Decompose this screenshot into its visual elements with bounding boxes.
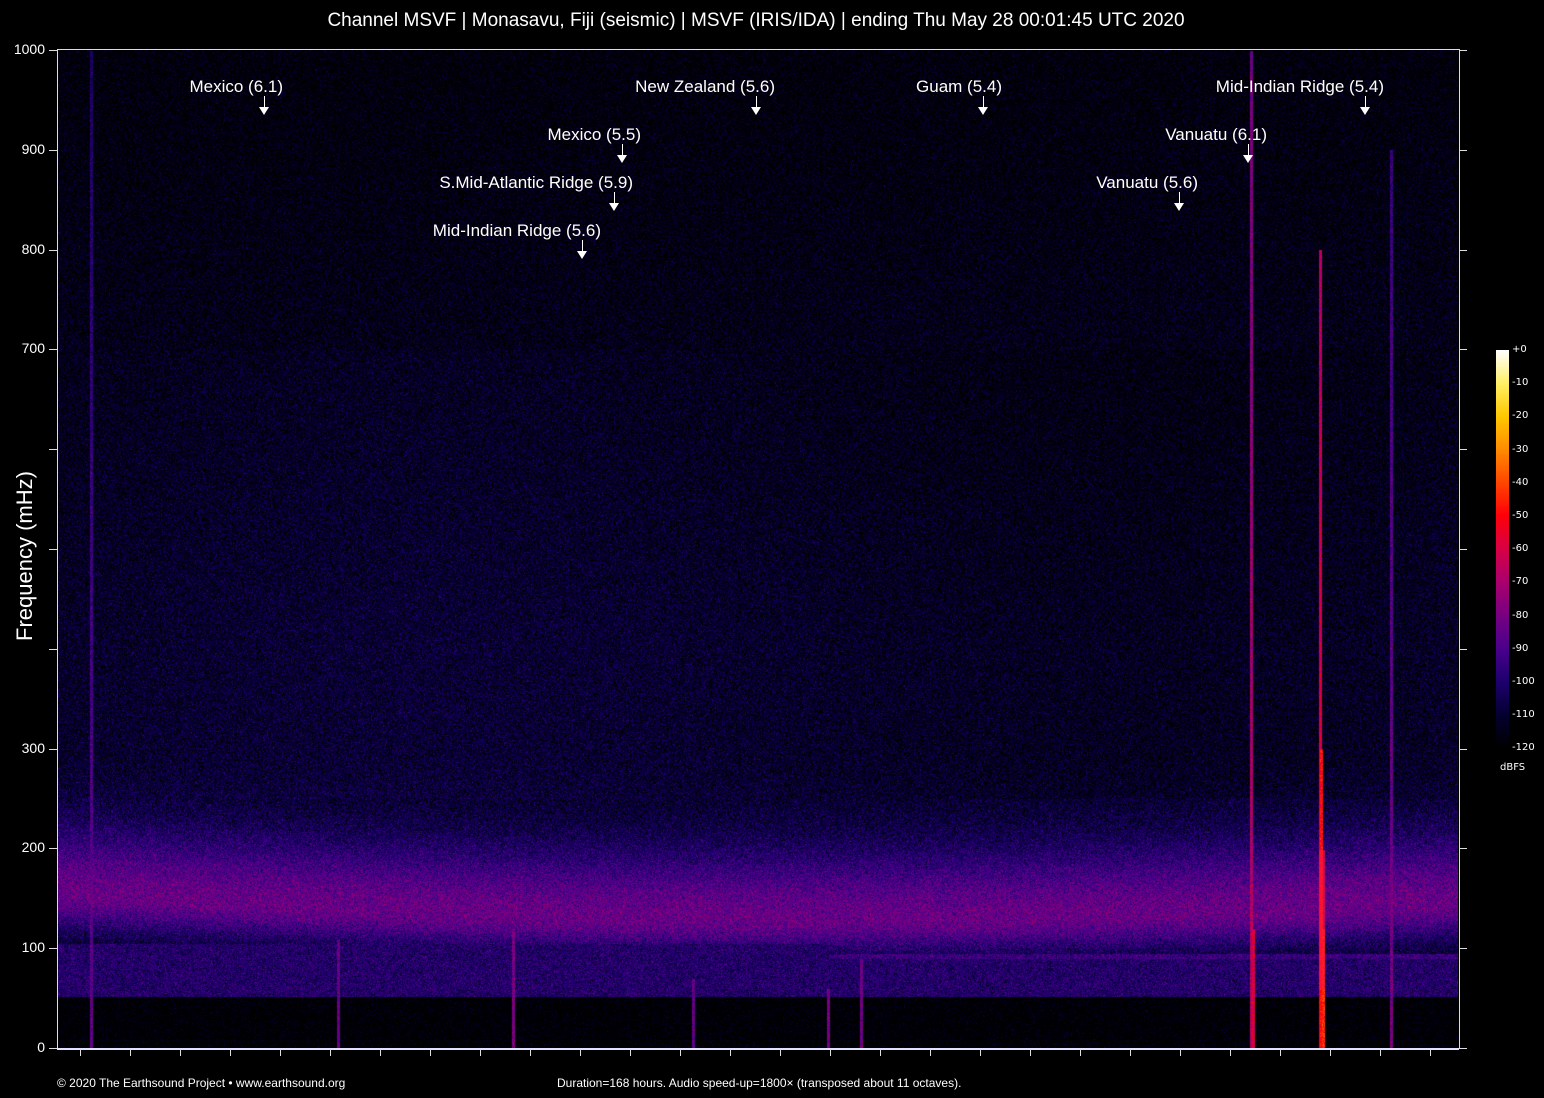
y-tick (49, 150, 57, 151)
x-tick (1030, 1050, 1031, 1056)
x-tick (980, 1050, 981, 1056)
colorbar-tick-label: -60 (1512, 543, 1528, 554)
y-tick (49, 948, 57, 949)
colorbar-tick-label: -120 (1512, 742, 1535, 753)
event-label: New Zealand (5.6) (635, 77, 775, 97)
y-tick (1459, 848, 1467, 849)
y-tick (1459, 50, 1467, 51)
x-tick (430, 1050, 431, 1056)
x-tick (1280, 1050, 1281, 1056)
x-tick (130, 1050, 131, 1056)
x-tick (1230, 1050, 1231, 1056)
x-tick (380, 1050, 381, 1056)
y-tick-label: 900 (5, 141, 45, 157)
y-tick (49, 649, 57, 650)
event-arrow-icon (1243, 155, 1253, 163)
y-tick-label: 100 (5, 939, 45, 955)
colorbar-tick-label: -30 (1512, 444, 1528, 455)
event-label: Vanuatu (5.6) (1096, 173, 1198, 193)
colorbar-tick-label: -10 (1512, 377, 1528, 388)
colorbar-tick-label: -20 (1512, 410, 1528, 421)
x-tick (330, 1050, 331, 1056)
y-tick-label: 0 (5, 1039, 45, 1055)
y-tick (49, 50, 57, 51)
x-tick (630, 1050, 631, 1056)
x-tick (180, 1050, 181, 1056)
y-tick (1459, 948, 1467, 949)
event-label: Vanuatu (6.1) (1165, 125, 1267, 145)
y-tick-label: 200 (5, 839, 45, 855)
y-tick (49, 549, 57, 550)
event-arrow-icon (609, 203, 619, 211)
x-tick (1380, 1050, 1381, 1056)
event-arrow-icon (1360, 107, 1370, 115)
x-tick (1330, 1050, 1331, 1056)
event-arrow-icon (259, 107, 269, 115)
plot-frame (57, 49, 1460, 1049)
y-tick-label: 300 (5, 740, 45, 756)
x-tick (1430, 1050, 1431, 1056)
x-tick (780, 1050, 781, 1056)
event-label: Mid-Indian Ridge (5.6) (433, 221, 601, 241)
y-tick (1459, 150, 1467, 151)
y-tick-label: 1000 (5, 41, 45, 57)
y-tick (1459, 549, 1467, 550)
x-tick (1080, 1050, 1081, 1056)
y-tick (1459, 449, 1467, 450)
colorbar-tick-label: -90 (1512, 643, 1528, 654)
x-tick (230, 1050, 231, 1056)
event-arrow-icon (617, 155, 627, 163)
colorbar-unit: dBFS (1500, 762, 1525, 773)
event-arrow-icon (978, 107, 988, 115)
event-label: Guam (5.4) (916, 77, 1002, 97)
x-axis-line (57, 1048, 1459, 1050)
y-tick (49, 749, 57, 750)
colorbar-tick-label: -40 (1512, 477, 1528, 488)
y-tick (1459, 349, 1467, 350)
colorbar-tick-label: -110 (1512, 709, 1535, 720)
x-tick (830, 1050, 831, 1056)
event-label: Mexico (5.5) (547, 125, 641, 145)
y-tick (1459, 649, 1467, 650)
x-tick (80, 1050, 81, 1056)
event-label: Mid-Indian Ridge (5.4) (1216, 77, 1384, 97)
x-tick (480, 1050, 481, 1056)
y-tick (49, 349, 57, 350)
event-label: Mexico (6.1) (189, 77, 283, 97)
colorbar-tick-label: +0 (1512, 344, 1527, 355)
y-tick (49, 848, 57, 849)
y-tick (49, 1048, 57, 1049)
x-tick (930, 1050, 931, 1056)
chart-title: Channel MSVF | Monasavu, Fiji (seismic) … (0, 10, 1512, 32)
event-arrow-icon (751, 107, 761, 115)
y-tick (1459, 749, 1467, 750)
colorbar (1496, 350, 1509, 748)
x-tick (580, 1050, 581, 1056)
colorbar-tick-label: -80 (1512, 610, 1528, 621)
x-tick (680, 1050, 681, 1056)
x-tick (530, 1050, 531, 1056)
x-tick (1180, 1050, 1181, 1056)
colorbar-tick-label: -50 (1512, 510, 1528, 521)
copyright-text: © 2020 The Earthsound Project • www.eart… (57, 1076, 345, 1090)
y-tick (1459, 250, 1467, 251)
colorbar-tick-label: -70 (1512, 576, 1528, 587)
y-axis-label: Frequency (mHz) (12, 471, 38, 641)
y-tick-label: 700 (5, 340, 45, 356)
x-tick (730, 1050, 731, 1056)
x-tick (880, 1050, 881, 1056)
x-tick (280, 1050, 281, 1056)
event-arrow-icon (1174, 203, 1184, 211)
y-tick (49, 449, 57, 450)
y-tick-label: 800 (5, 241, 45, 257)
y-tick (1459, 1048, 1467, 1049)
event-label: S.Mid-Atlantic Ridge (5.9) (439, 173, 633, 193)
y-tick (49, 250, 57, 251)
event-arrow-icon (577, 251, 587, 259)
colorbar-tick-label: -100 (1512, 676, 1535, 687)
x-tick (1130, 1050, 1131, 1056)
duration-info-text: Duration=168 hours. Audio speed-up=1800×… (557, 1076, 961, 1090)
